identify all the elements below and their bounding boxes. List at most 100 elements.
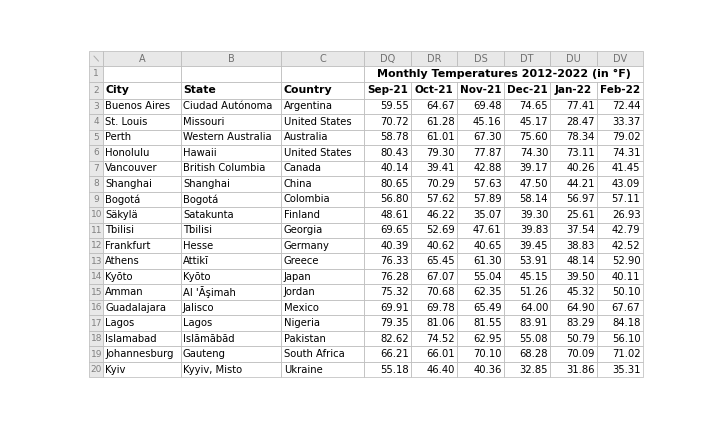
Bar [364,51,411,66]
Text: 77.41: 77.41 [566,101,595,112]
Text: St. Louis: St. Louis [106,117,148,127]
Bar [411,161,458,176]
Bar [364,315,411,331]
Text: 9: 9 [94,195,99,204]
Bar [550,346,597,362]
Bar [104,269,181,285]
Bar [89,346,104,362]
Text: Nov-21: Nov-21 [460,85,501,95]
Bar [104,145,181,161]
Bar [181,51,281,66]
Text: 66.21: 66.21 [380,349,408,359]
Bar [364,331,411,346]
Bar [104,315,181,331]
Text: 52.90: 52.90 [612,256,640,266]
Text: Kyyiv, Misto: Kyyiv, Misto [183,365,242,375]
Bar [597,346,643,362]
Bar [550,207,597,223]
Text: 77.87: 77.87 [473,148,502,158]
Bar [597,51,643,66]
Text: Shanghai: Shanghai [183,179,230,189]
Bar [281,238,364,254]
Bar [281,346,364,362]
Bar [104,130,181,145]
Bar [504,269,550,285]
Bar [411,300,458,315]
Bar [458,254,504,269]
Bar [550,254,597,269]
Bar [504,315,550,331]
Bar [181,346,281,362]
Bar [504,238,550,254]
Text: Jan-22: Jan-22 [555,85,592,95]
Bar [411,192,458,207]
Bar [281,51,364,66]
Bar [597,145,643,161]
Bar [364,207,411,223]
Text: 44.21: 44.21 [566,179,595,189]
Bar [89,331,104,346]
Text: Gauteng: Gauteng [183,349,226,359]
Bar [550,269,597,285]
Bar [104,254,181,269]
Text: 62.35: 62.35 [473,287,502,297]
Text: 45.32: 45.32 [566,287,595,297]
Bar [550,285,597,300]
Bar [181,82,281,99]
Bar [458,176,504,192]
Bar [181,161,281,176]
Text: 57.89: 57.89 [473,194,502,204]
Text: 42.52: 42.52 [612,241,640,251]
Bar [181,99,281,114]
Bar [458,145,504,161]
Bar [411,331,458,346]
Text: British Columbia: British Columbia [183,163,266,173]
Text: 83.91: 83.91 [520,318,548,328]
Text: 42.88: 42.88 [473,163,502,173]
Text: Jordan: Jordan [283,287,316,297]
Text: 67.07: 67.07 [426,272,455,282]
Text: 39.50: 39.50 [566,272,595,282]
Bar [458,346,504,362]
Text: 81.06: 81.06 [427,318,455,328]
Bar [364,285,411,300]
Bar [504,99,550,114]
Text: 75.32: 75.32 [380,287,408,297]
Text: 73.11: 73.11 [566,148,595,158]
Text: B: B [228,53,234,64]
Bar [597,192,643,207]
Bar [364,130,411,145]
Bar [504,300,550,315]
Bar [504,223,550,238]
Text: 3: 3 [94,102,99,111]
Bar [104,176,181,192]
Bar [281,223,364,238]
Text: 82.62: 82.62 [380,334,408,343]
Text: 66.01: 66.01 [426,349,455,359]
Text: Western Australia: Western Australia [183,132,271,142]
Text: 40.26: 40.26 [566,163,595,173]
Text: Amman: Amman [106,287,144,297]
Bar [281,300,364,315]
Text: 2: 2 [94,86,99,95]
Bar [181,176,281,192]
Bar [550,300,597,315]
Text: 35.07: 35.07 [473,210,502,220]
Text: 61.30: 61.30 [473,256,502,266]
Bar [104,238,181,254]
Text: 72.44: 72.44 [612,101,640,112]
Text: Ciudad Autónoma: Ciudad Autónoma [183,101,272,112]
Text: 57.11: 57.11 [612,194,640,204]
Bar [281,207,364,223]
Text: 70.72: 70.72 [380,117,408,127]
Text: City: City [106,85,129,95]
Bar [181,300,281,315]
Text: Johannesburg: Johannesburg [106,349,174,359]
Text: 11: 11 [91,226,102,235]
Bar [89,161,104,176]
Text: Nigeria: Nigeria [283,318,320,328]
Text: 42.79: 42.79 [612,225,640,235]
Bar [458,315,504,331]
Text: Athens: Athens [106,256,140,266]
Bar [181,66,281,82]
